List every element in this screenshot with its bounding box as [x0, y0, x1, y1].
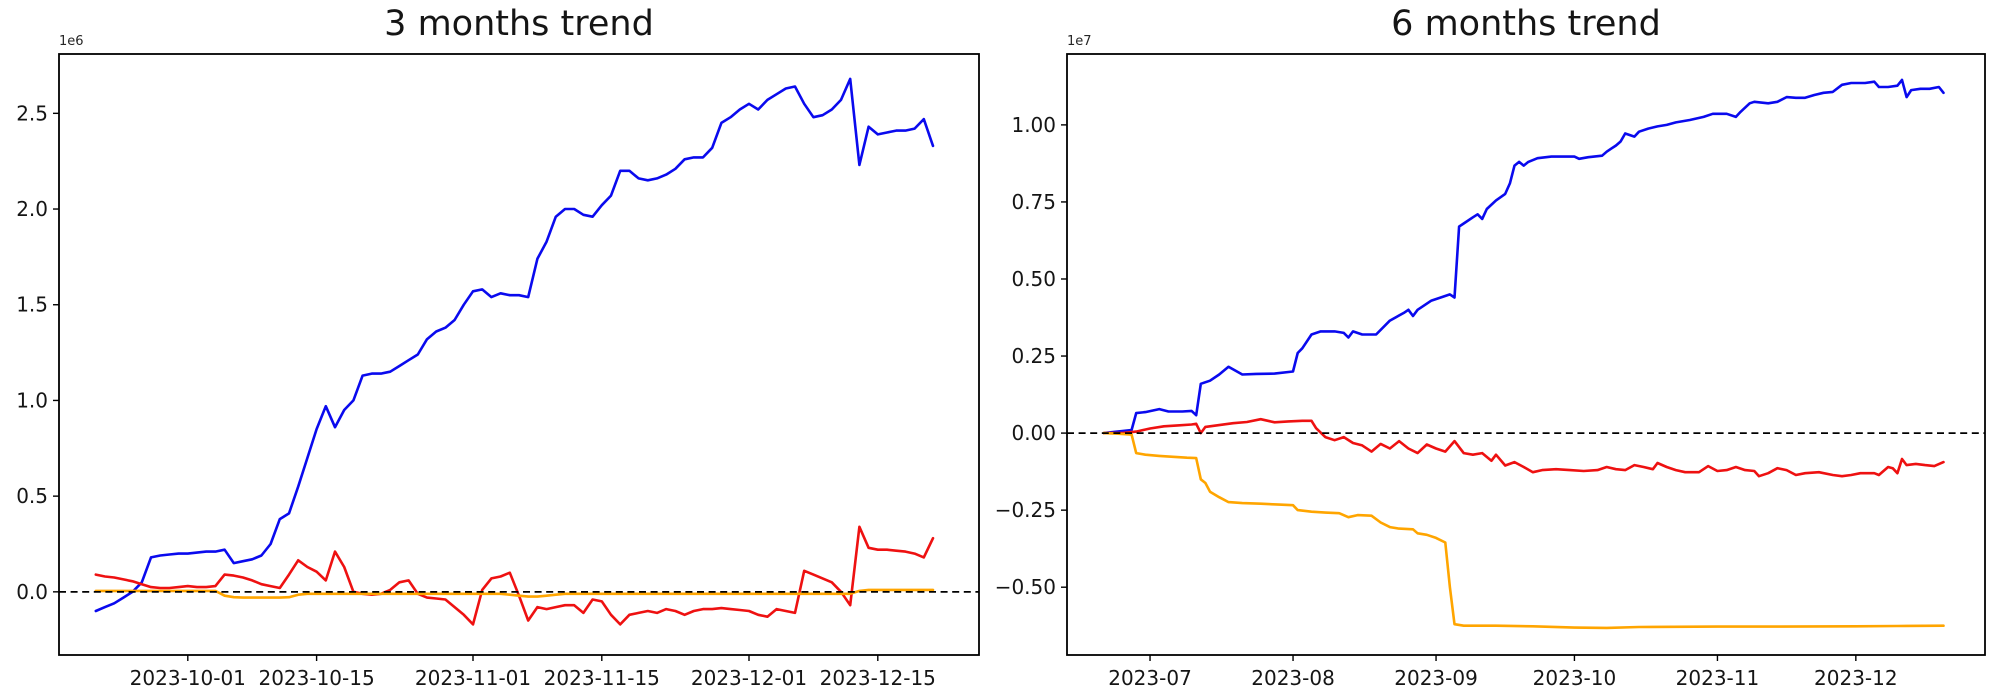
x-tick-label: 2023-11-15	[544, 666, 660, 690]
y-tick-label: 0.00	[1011, 421, 1056, 445]
chart-title-3-months-trend: 3 months trend	[384, 4, 654, 44]
chart-0: 2023-10-01 2023-10-15 2023-11-01 2023-11-15…	[16, 53, 980, 690]
x-tick-label: 2023-09	[1394, 666, 1478, 690]
red-line	[1102, 417, 1945, 478]
x-tick-label: 2023-10-15	[258, 666, 374, 690]
x-tick-label: 2023-10-01	[130, 666, 246, 690]
blue-line	[1102, 78, 1945, 435]
x-tick-label: 2023-07	[1108, 666, 1192, 690]
orange-line	[94, 588, 935, 599]
y-tick-label: 1.00	[1011, 113, 1056, 137]
y-tick-label: 1.0	[16, 388, 48, 412]
orange-line	[1102, 431, 1945, 630]
y-tick-label: 2.5	[16, 101, 48, 125]
x-tick-label: 2023-08	[1251, 666, 1335, 690]
y-axis-offset-label-right: 1e7	[1067, 34, 1092, 49]
x-tick-label: 2023-12	[1814, 666, 1898, 690]
chart-1: 2023-07 2023-08 2023-09 2023-10 2023-11 2023-…	[995, 53, 1986, 690]
red-line	[94, 525, 935, 626]
y-axis-offset-label-left: 1e6	[59, 34, 84, 49]
x-tick-label: 2023-11-01	[415, 666, 531, 690]
chart-title-6-months-trend: 6 months trend	[1391, 4, 1661, 44]
x-tick-label: 2023-11	[1676, 666, 1760, 690]
y-tick-label: −0.25	[995, 498, 1056, 522]
plot-border	[1066, 53, 1986, 656]
y-tick-label: 0.25	[1011, 344, 1056, 368]
y-tick-label: 2.0	[16, 197, 48, 221]
blue-line	[94, 77, 935, 613]
y-tick-label: 0.50	[1011, 267, 1056, 291]
y-tick-label: 0.75	[1011, 190, 1056, 214]
y-tick-label: −0.50	[995, 575, 1056, 599]
y-tick-label: 0.0	[16, 580, 48, 604]
x-tick-label: 2023-12-01	[691, 666, 807, 690]
plot-border	[58, 53, 980, 656]
x-tick-label: 2023-12-15	[820, 666, 936, 690]
x-tick-label: 2023-10	[1533, 666, 1617, 690]
y-tick-label: 0.5	[16, 484, 48, 508]
y-tick-label: 1.5	[16, 293, 48, 317]
